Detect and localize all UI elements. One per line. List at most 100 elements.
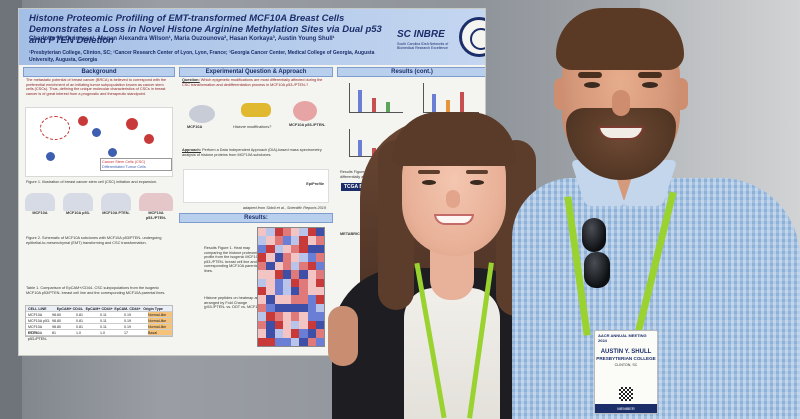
heatmap-cell	[291, 236, 300, 245]
box-plot-1	[349, 83, 403, 113]
heatmap-cell	[291, 303, 300, 313]
heatmap-cell	[315, 295, 324, 304]
legend-csc: Cancer Stem Cells (CSC)	[102, 160, 146, 164]
heatmap-cell	[274, 261, 283, 271]
figure-1-caption: Figure 1. Illustration of breast cancer …	[26, 180, 158, 184]
heatmap-cell	[266, 320, 275, 330]
figure-1-cancer-stem-cells: Cancer Stem Cells (CSC) Differentiated T…	[25, 107, 173, 177]
poster-column-approach: Experimental Question & Approach Questio…	[179, 67, 333, 355]
heatmap-cell	[266, 270, 275, 279]
heatmap-cell	[315, 320, 324, 330]
heatmap-cell	[266, 312, 275, 321]
cell-legend: Cancer Stem Cells (CSC) Differentiated T…	[100, 158, 172, 172]
heatmap-cell	[307, 278, 316, 287]
heatmap-cell	[307, 329, 316, 338]
heatmap-cell	[307, 337, 316, 346]
heatmap-cell	[274, 253, 283, 262]
heatmap-cell	[291, 287, 300, 296]
heatmap-cell	[274, 337, 283, 346]
man-hair	[556, 8, 684, 70]
heatmap-cell	[315, 270, 324, 279]
red-cell-icon	[144, 134, 154, 144]
heatmap-cell	[291, 253, 300, 262]
heatmap-cell	[274, 312, 283, 321]
heatmap-cell	[307, 244, 316, 254]
heatmap-cell	[315, 312, 324, 321]
blue-cell-icon	[108, 148, 117, 157]
legend-dtc: Differentiated Tumor Cells	[102, 164, 146, 169]
approach-workflow-diagram: EpiProfile	[183, 169, 329, 203]
heatmap-cell	[291, 295, 300, 304]
heatmap-cell	[307, 236, 316, 245]
poster-authors: Charlotte McGuinness¹, Megan Alexandra W…	[29, 36, 335, 42]
heatmap-cell	[307, 320, 316, 330]
histone-icon	[241, 103, 271, 117]
heatmap-cell	[291, 261, 300, 271]
heatmap-cell	[299, 228, 308, 237]
subclone-p53: MCF10A p53-	[63, 193, 93, 229]
man-nose	[612, 90, 630, 116]
badge-institution: PRESBYTERIAN COLLEGE	[596, 356, 656, 362]
heatmap-cell	[258, 270, 267, 279]
poster-board-edge	[0, 0, 22, 419]
epiprofile-label: EpiProfile	[306, 182, 324, 186]
woman-brow-right	[466, 170, 488, 174]
heatmap-cell	[266, 228, 275, 237]
woman-hair-top	[392, 112, 516, 166]
heatmap-cell	[274, 303, 283, 313]
heatmap-cell	[282, 244, 291, 254]
histone-question: Histone modifications?	[233, 125, 272, 129]
heatmap-cell	[307, 312, 316, 321]
question-block: Question: Which epigenetic modifications…	[182, 78, 323, 87]
heatmap-cell	[315, 303, 324, 313]
heatmap-cell	[282, 253, 291, 262]
question-diagram: MCF10A Histone modifications? MCF10A p53…	[183, 97, 329, 143]
name-badge: AACR ANNUAL MEETING 2024 AUSTIN Y. SHULL…	[594, 330, 658, 414]
heatmap-cell	[258, 303, 267, 313]
heatmap-cell	[291, 337, 300, 346]
section-heading-background: Background	[23, 67, 175, 77]
heatmap-cell	[258, 278, 267, 287]
mesenchymal-cell-icon	[293, 101, 317, 121]
heatmap-cell	[299, 278, 308, 287]
heatmap-cell	[274, 329, 283, 338]
table-row: MCF10A p53- 98.80 0.81 0.11 0.19 Normal-like	[26, 318, 172, 324]
section-heading-approach: Experimental Question & Approach	[179, 67, 333, 77]
man-brow-left	[578, 72, 602, 78]
poster-affiliations: ¹Presbyterian College, Clinton, SC; ²Can…	[29, 50, 375, 63]
adapted-citation: adapted from Sidoli et al., Scientific R…	[242, 206, 326, 210]
table-1: CELL LINE EpCAM+ CD44- EpCAM+ CD44+ EpCAM- …	[25, 305, 173, 341]
heatmap-cell	[258, 337, 267, 346]
heatmap-cell	[291, 329, 300, 338]
college-seal-icon	[459, 17, 485, 57]
heatmap-cell	[258, 287, 267, 296]
heatmap-cell	[282, 295, 291, 304]
heatmap-cell	[299, 244, 308, 254]
heatmap-cell	[282, 278, 291, 287]
heatmap-cell	[299, 253, 308, 262]
heatmap-cell	[258, 228, 267, 237]
heatmap-cell	[274, 244, 283, 254]
heatmap-cell	[282, 236, 291, 245]
stem-cell-icon	[40, 116, 70, 140]
background-text: The metastatic potential of breast cance…	[26, 78, 167, 96]
heatmap-cell	[266, 295, 275, 304]
heatmap-cell	[315, 337, 324, 346]
heatmap-cell	[274, 295, 283, 304]
heatmap-cell	[307, 295, 316, 304]
woman-brow-left	[418, 170, 440, 174]
qr-code-icon	[619, 387, 633, 401]
mcf10a-subclone-row: MCF10A MCF10A p53- MCF10A PTEN- MCF10A p…	[25, 193, 173, 229]
heatmap-cell	[274, 278, 283, 287]
heatmap-cell	[299, 329, 308, 338]
heatmap-cell	[282, 261, 291, 271]
subclone-pten: MCF10A PTEN-	[101, 193, 131, 229]
heatmap-cell	[274, 228, 283, 237]
heatmap-cell	[299, 261, 308, 271]
poster-title: Histone Proteomic Profiling of EMT-trans…	[29, 13, 382, 46]
heatmap-cell	[274, 270, 283, 279]
heatmap-cell	[274, 320, 283, 330]
heatmap-cell	[291, 278, 300, 287]
heatmap-cell	[315, 261, 324, 271]
heatmap-cell	[307, 261, 316, 271]
